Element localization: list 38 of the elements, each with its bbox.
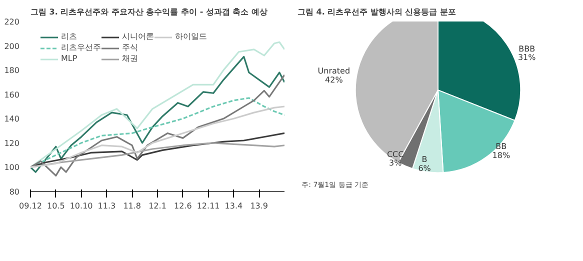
- legend-label: MLP: [61, 54, 78, 63]
- x-tick-label: 11.3: [98, 202, 116, 210]
- y-tick-label: 100: [4, 163, 20, 172]
- slice-label: CCC: [386, 150, 404, 159]
- x-tick-label: 12.1: [148, 202, 166, 210]
- x-tick-label: 12.11: [196, 202, 220, 210]
- x-tick-label: 13.9: [250, 202, 268, 210]
- y-tick-label: 80: [9, 188, 20, 196]
- legend-label: 리츠우선주: [61, 42, 101, 53]
- slice-label: BB: [496, 142, 507, 152]
- legend-label: 주식: [122, 42, 139, 53]
- data-label: 6%: [418, 164, 432, 173]
- x-tick-label: 10.10: [70, 202, 93, 210]
- x-tick-label: 11.8: [123, 202, 142, 210]
- legend-label: 채권: [122, 53, 139, 64]
- x-tick-label: 09.12: [19, 202, 42, 210]
- data-label: 42%: [325, 75, 344, 84]
- y-tick-label: 220: [4, 18, 20, 26]
- x-tick-label: 10.5: [46, 202, 65, 210]
- slice-label: BBB: [518, 44, 536, 54]
- y-tick-label: 200: [4, 42, 20, 51]
- x-tick-label: 12.6: [174, 202, 192, 210]
- legend-label: 시니어론: [122, 31, 154, 42]
- y-tick-label: 160: [4, 90, 20, 100]
- slice-label: Unrated: [318, 66, 350, 76]
- y-tick-label: 180: [4, 66, 20, 76]
- legend-label: 리츠: [61, 31, 78, 42]
- line-series: [30, 74, 284, 177]
- chart-title: 그림 4. 리츠우선주 발행사의 신용등급 분포: [298, 8, 456, 16]
- slice-label: B: [422, 155, 428, 164]
- chart-title: 그림 3. 리츠우선주와 주요자산 총수익률 추이 - 성과갭 축소 예상: [30, 8, 268, 16]
- data-label: 3%: [388, 158, 402, 168]
- x-tick-label: 13.4: [224, 202, 243, 210]
- data-label: 31%: [518, 53, 536, 62]
- y-tick-label: 140: [4, 114, 20, 124]
- data-label: 18%: [492, 150, 510, 160]
- y-tick-label: 120: [4, 138, 20, 148]
- legend-label: 하이일드: [175, 31, 207, 42]
